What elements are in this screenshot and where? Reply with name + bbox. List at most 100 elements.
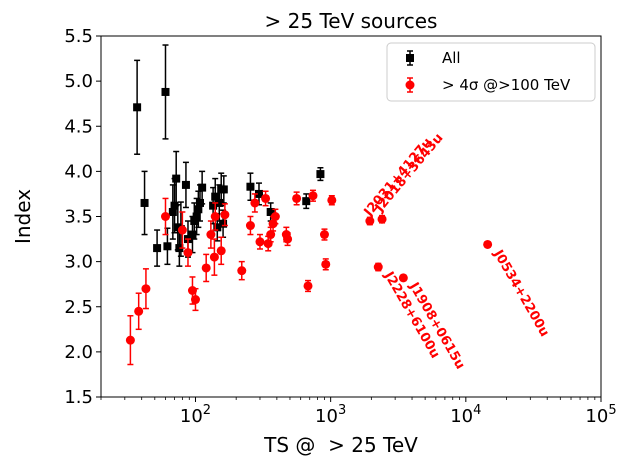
- x-tick-label: 104: [450, 403, 481, 427]
- legend-box: [386, 42, 596, 102]
- point-marker: [125, 335, 135, 345]
- point-marker: [308, 191, 318, 201]
- point-marker: [255, 237, 265, 247]
- data-point: [210, 202, 220, 231]
- point-marker: [365, 216, 375, 226]
- legend: All > 4σ @>100 TeV: [386, 42, 596, 102]
- point-marker: [195, 198, 204, 207]
- point-marker: [266, 207, 275, 216]
- annotations-layer: J2031+4127uJ2018+3643uJ2228+6100uJ1908+0…: [361, 131, 552, 372]
- data-point: [365, 216, 375, 226]
- point-marker: [216, 246, 226, 256]
- series-highlighted: [125, 189, 493, 366]
- point-marker: [377, 214, 387, 224]
- data-point: [161, 44, 170, 140]
- x-tick-label: 102: [180, 403, 211, 427]
- data-point: [245, 215, 255, 236]
- data-point: [237, 260, 247, 281]
- data-point: [283, 231, 293, 247]
- point-marker: [188, 230, 197, 239]
- point-marker: [237, 266, 247, 276]
- data-point: [219, 175, 228, 204]
- data-point: [270, 208, 280, 225]
- data-point: [183, 238, 193, 267]
- data-point: [302, 193, 311, 210]
- chart-title: > 25 TeV sources: [265, 9, 438, 33]
- point-marker: [283, 234, 293, 244]
- point-marker: [209, 201, 218, 210]
- point-marker: [163, 242, 172, 251]
- point-marker: [209, 252, 219, 262]
- point-marker: [172, 174, 181, 183]
- data-point: [220, 203, 230, 227]
- data-point: [134, 292, 144, 331]
- point-marker: [321, 259, 331, 269]
- point-marker: [181, 180, 190, 189]
- point-marker: [220, 210, 230, 220]
- x-tick-label: 105: [585, 403, 616, 427]
- x-tick-label: 103: [315, 403, 346, 427]
- data-point: [153, 229, 162, 267]
- point-marker: [303, 281, 313, 291]
- source-annotation: J2018+3643u: [372, 131, 447, 216]
- legend-label: > 4σ @>100 TeV: [442, 76, 571, 94]
- point-marker: [140, 198, 149, 207]
- point-marker: [245, 221, 255, 231]
- point-marker: [141, 284, 151, 294]
- data-point: [163, 227, 172, 266]
- point-marker: [175, 244, 184, 253]
- data-point: [261, 190, 271, 207]
- points-layer: [125, 44, 493, 366]
- point-marker: [215, 198, 224, 207]
- data-point: [141, 268, 151, 310]
- data-point: [246, 172, 255, 202]
- data-point: [206, 220, 216, 249]
- data-point: [316, 167, 325, 182]
- data-point: [255, 233, 265, 250]
- data-point: [292, 191, 302, 206]
- data-point: [160, 197, 170, 236]
- data-point: [125, 315, 135, 366]
- point-marker: [190, 217, 199, 226]
- legend-label: All: [442, 49, 461, 67]
- point-marker: [270, 212, 280, 221]
- data-point: [398, 273, 408, 283]
- point-marker: [246, 182, 255, 191]
- data-point: [201, 253, 211, 283]
- y-axis-label: Index: [11, 189, 35, 244]
- legend-marker: [406, 54, 414, 62]
- point-marker: [134, 306, 144, 316]
- y-tick-label: 3.0: [64, 252, 93, 273]
- y-tick-label: 4.0: [64, 161, 93, 182]
- source-annotation: J0534+2200u: [490, 247, 552, 340]
- data-point: [133, 59, 142, 155]
- point-marker: [133, 103, 142, 112]
- data-point: [250, 193, 260, 213]
- y-tick-label: 5.0: [64, 71, 93, 92]
- point-marker: [211, 192, 220, 201]
- data-point: [303, 279, 313, 293]
- data-point: [190, 287, 200, 312]
- point-marker: [373, 262, 383, 272]
- point-marker: [201, 263, 211, 273]
- data-point: [308, 189, 318, 202]
- point-marker: [219, 219, 228, 228]
- y-tick-label: 1.5: [64, 387, 93, 408]
- data-point: [321, 258, 331, 271]
- data-point: [140, 170, 149, 236]
- data-point: [377, 214, 387, 224]
- point-marker: [153, 244, 162, 253]
- point-marker: [316, 170, 325, 179]
- data-point: [483, 239, 493, 249]
- legend-marker: [405, 80, 415, 90]
- legend-item: All: [406, 49, 461, 67]
- point-marker: [160, 212, 170, 221]
- point-marker: [161, 87, 170, 96]
- data-point: [327, 194, 337, 206]
- point-marker: [206, 230, 216, 240]
- legend-item: > 4σ @>100 TeV: [405, 76, 571, 94]
- y-tick-label: 2.5: [64, 297, 93, 318]
- point-marker: [266, 230, 276, 240]
- point-marker: [302, 197, 311, 206]
- point-marker: [210, 212, 220, 221]
